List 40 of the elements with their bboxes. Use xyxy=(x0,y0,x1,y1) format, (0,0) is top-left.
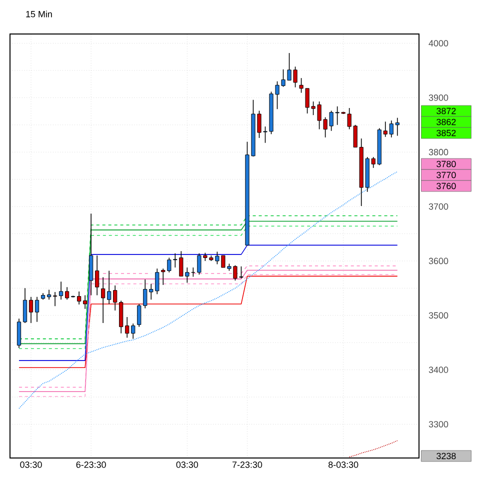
y-tick-label: 3300 xyxy=(428,421,448,428)
text: 3780 xyxy=(436,160,456,168)
candlestick xyxy=(131,323,136,340)
x-tick-label: 6-23:30 xyxy=(76,462,106,468)
line-series xyxy=(18,171,398,409)
x-tick-label: 03:30 xyxy=(20,462,42,468)
candlestick xyxy=(125,316,130,338)
candlestick xyxy=(83,294,88,310)
text: 3760 xyxy=(436,182,456,190)
text: 3852 xyxy=(436,130,456,136)
y-tick-label: 3600 xyxy=(428,258,448,264)
candlestick xyxy=(46,289,52,300)
candlestick xyxy=(77,291,82,305)
text: 3238 xyxy=(436,452,456,460)
y-tick-label: 4000 xyxy=(428,40,448,46)
x-tick-label: 7-23:30 xyxy=(232,462,262,468)
candlestick xyxy=(395,117,400,136)
candlestick xyxy=(22,288,28,324)
x-tick-label: 03:30 xyxy=(176,462,198,468)
x-tick-label: 8-03:30 xyxy=(328,462,358,468)
text: 3770 xyxy=(436,172,456,178)
candlestick xyxy=(16,318,22,348)
candlestick xyxy=(101,276,106,324)
y-tick-label: 3900 xyxy=(428,94,448,101)
text: 3862 xyxy=(436,118,456,126)
candlestick xyxy=(28,296,34,324)
y-tick-label: 3700 xyxy=(428,203,448,210)
candlestick xyxy=(59,281,64,300)
candlestick xyxy=(34,296,40,322)
y-tick-label: 3800 xyxy=(428,148,448,156)
candlestick xyxy=(113,285,118,311)
candlestick xyxy=(52,292,58,307)
candlestick xyxy=(95,255,100,296)
candlestick xyxy=(107,270,112,304)
y-tick-label: 3400 xyxy=(428,366,448,373)
y-tick-label: 3500 xyxy=(428,312,448,319)
text: 3872 xyxy=(436,108,456,114)
chart-title: 15 Min xyxy=(26,10,52,18)
candlestick xyxy=(65,286,70,300)
line-series xyxy=(348,440,398,458)
